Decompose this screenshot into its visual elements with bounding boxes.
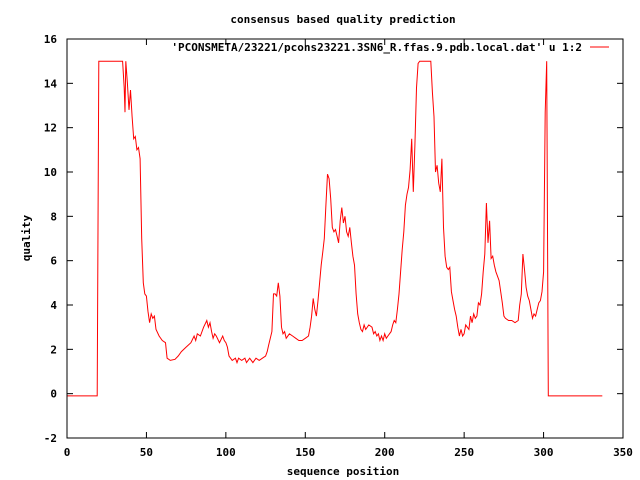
x-tick-label: 350: [613, 446, 633, 459]
y-tick-label: 12: [44, 122, 57, 135]
x-tick-label: 250: [454, 446, 474, 459]
y-tick-label: -2: [44, 432, 57, 445]
tick-layer: 0 50 100 150 200 250 300 350 -2 0 2 4 6 8 10 12 14 16: [44, 33, 633, 459]
x-tick-label: 200: [375, 446, 395, 459]
y-tick-label: 16: [44, 33, 58, 46]
y-axis-label: quality: [20, 214, 33, 261]
y-tick-label: 4: [50, 299, 57, 312]
chart-title: consensus based quality prediction: [230, 13, 455, 26]
series-layer: [67, 60, 603, 397]
y-tick-label: 10: [44, 166, 57, 179]
y-tick-label: 8: [50, 210, 57, 223]
legend-label: 'PCONSMETA/23221/pcons23221.3SN6_R.ffas.…: [171, 41, 582, 54]
x-tick-label: 50: [140, 446, 153, 459]
y-tick-label: 2: [50, 343, 57, 356]
y-tick-label: 6: [50, 255, 57, 268]
x-axis-label: sequence position: [287, 465, 400, 478]
y-tick-label: 0: [50, 388, 57, 401]
x-tick-label: 150: [295, 446, 315, 459]
y-tick-label: 14: [44, 77, 58, 90]
x-tick-label: 100: [216, 446, 236, 459]
plot-frame: [66, 38, 624, 439]
x-tick-label: 0: [64, 446, 71, 459]
series-line: [67, 60, 603, 397]
x-tick-label: 300: [534, 446, 554, 459]
